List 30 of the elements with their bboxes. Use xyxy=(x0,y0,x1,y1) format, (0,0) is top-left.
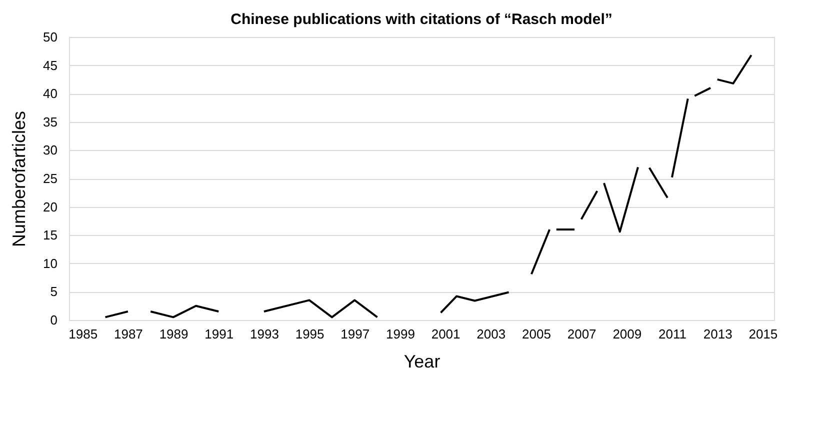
y-tick-label: 20 xyxy=(43,199,58,214)
y-tick-label: 50 xyxy=(43,30,58,44)
y-tick-label: 25 xyxy=(43,171,58,186)
x-tick-label: 2009 xyxy=(612,326,642,342)
y-tick-label: 35 xyxy=(43,114,58,130)
y-tick-label: 0 xyxy=(50,312,58,328)
x-tick-label: 1989 xyxy=(159,326,188,342)
x-tick-label: 2011 xyxy=(658,326,686,342)
y-axis-title: Numberofarticles xyxy=(9,110,30,248)
x-axis-title: Year xyxy=(404,352,440,372)
y-tick-label: 30 xyxy=(43,142,58,158)
x-tick-label: 1999 xyxy=(386,326,415,342)
x-tick-label: 2005 xyxy=(522,326,551,342)
x-tick-label: 2013 xyxy=(703,326,732,342)
y-tick-label: 15 xyxy=(43,228,58,243)
y-tick-label: 40 xyxy=(43,86,58,102)
x-tick-label: 1995 xyxy=(295,326,324,342)
x-tick-label: 1993 xyxy=(250,326,279,342)
x-tick-label: 2015 xyxy=(748,326,778,342)
y-tick-label: 5 xyxy=(50,284,58,300)
x-tick-label: 2003 xyxy=(476,326,506,342)
x-tick-label: 1991 xyxy=(204,326,234,342)
x-tick-label: 1985 xyxy=(68,326,98,342)
x-tick-label: 1987 xyxy=(114,326,143,342)
x-tick-label: 2001 xyxy=(431,326,460,342)
chart-title: Chinese publications with citations of “Rasch model” xyxy=(230,11,612,28)
y-tick-label: 45 xyxy=(43,58,58,73)
x-tick-label: 2007 xyxy=(567,326,596,342)
y-tick-label: 10 xyxy=(43,256,58,271)
x-tick-label: 1997 xyxy=(340,326,370,342)
